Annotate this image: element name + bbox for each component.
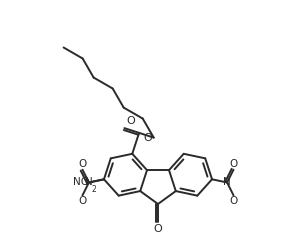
Text: NO: NO [73,177,89,187]
Text: N: N [223,178,231,187]
Text: O: O [229,159,238,169]
Text: O: O [78,196,87,206]
Text: N: N [85,178,93,187]
Text: O: O [126,116,135,126]
Text: 2: 2 [92,185,96,194]
Text: O: O [154,224,162,234]
Text: O: O [229,196,238,206]
Text: O: O [78,159,87,169]
Text: O: O [143,133,152,143]
